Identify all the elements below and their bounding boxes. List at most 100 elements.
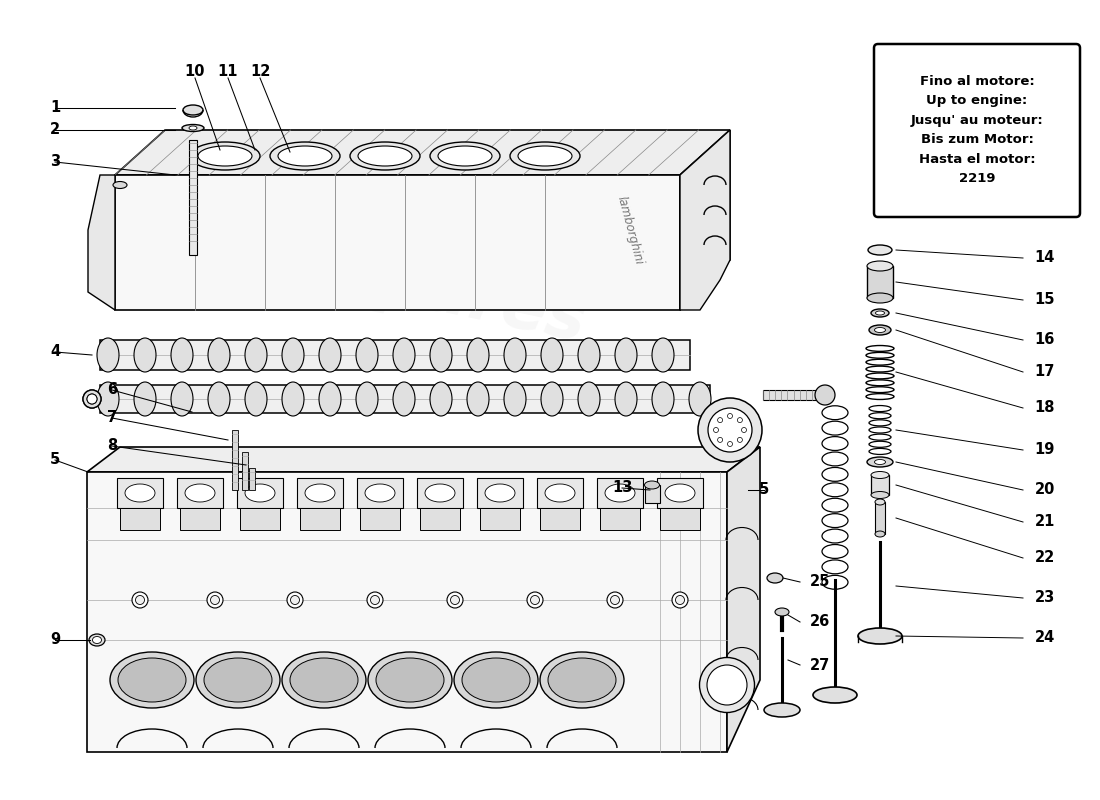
Text: eurospares: eurospares bbox=[167, 204, 593, 356]
Ellipse shape bbox=[451, 595, 460, 605]
Text: 19: 19 bbox=[1035, 442, 1055, 458]
Bar bbox=[236, 478, 283, 508]
Ellipse shape bbox=[425, 484, 455, 502]
Ellipse shape bbox=[541, 338, 563, 372]
Bar bbox=[242, 452, 248, 490]
Bar bbox=[177, 478, 223, 508]
Text: 4: 4 bbox=[50, 345, 60, 359]
Ellipse shape bbox=[868, 245, 892, 255]
Ellipse shape bbox=[208, 338, 230, 372]
Ellipse shape bbox=[468, 382, 490, 416]
Ellipse shape bbox=[652, 382, 674, 416]
Bar bbox=[763, 390, 818, 400]
Ellipse shape bbox=[290, 595, 299, 605]
Polygon shape bbox=[680, 130, 730, 310]
Ellipse shape bbox=[672, 592, 688, 608]
Ellipse shape bbox=[135, 595, 144, 605]
Bar bbox=[417, 478, 463, 508]
Ellipse shape bbox=[282, 382, 304, 416]
Ellipse shape bbox=[356, 382, 378, 416]
Polygon shape bbox=[116, 175, 680, 310]
Ellipse shape bbox=[358, 146, 412, 166]
Text: 14: 14 bbox=[1035, 250, 1055, 266]
Ellipse shape bbox=[544, 484, 575, 502]
Ellipse shape bbox=[82, 390, 101, 408]
Ellipse shape bbox=[578, 338, 600, 372]
Ellipse shape bbox=[813, 687, 857, 703]
Ellipse shape bbox=[615, 382, 637, 416]
Ellipse shape bbox=[110, 652, 194, 708]
Polygon shape bbox=[680, 130, 730, 310]
Ellipse shape bbox=[652, 338, 674, 372]
Bar bbox=[100, 340, 690, 370]
Ellipse shape bbox=[393, 338, 415, 372]
Bar bbox=[300, 508, 340, 530]
Ellipse shape bbox=[874, 499, 886, 505]
Bar bbox=[645, 485, 660, 503]
Bar bbox=[540, 508, 580, 530]
Ellipse shape bbox=[245, 338, 267, 372]
Ellipse shape bbox=[278, 146, 332, 166]
Ellipse shape bbox=[510, 142, 580, 170]
Ellipse shape bbox=[89, 634, 104, 646]
Bar bbox=[420, 508, 460, 530]
Ellipse shape bbox=[438, 146, 492, 166]
Text: 27: 27 bbox=[810, 658, 830, 673]
Ellipse shape bbox=[113, 182, 127, 189]
Bar bbox=[657, 478, 703, 508]
Ellipse shape bbox=[134, 382, 156, 416]
Text: 21: 21 bbox=[1035, 514, 1055, 530]
Text: 15: 15 bbox=[1035, 293, 1055, 307]
Text: 3: 3 bbox=[50, 154, 60, 170]
Ellipse shape bbox=[727, 414, 733, 418]
Ellipse shape bbox=[87, 394, 97, 404]
Ellipse shape bbox=[689, 382, 711, 416]
Ellipse shape bbox=[610, 595, 619, 605]
Ellipse shape bbox=[578, 382, 600, 416]
Ellipse shape bbox=[447, 592, 463, 608]
Bar bbox=[249, 468, 255, 490]
Text: 11: 11 bbox=[218, 65, 239, 79]
Ellipse shape bbox=[874, 459, 886, 465]
Ellipse shape bbox=[666, 484, 695, 502]
Ellipse shape bbox=[376, 658, 444, 702]
Ellipse shape bbox=[319, 382, 341, 416]
Text: eurospares: eurospares bbox=[207, 494, 632, 646]
Ellipse shape bbox=[708, 408, 752, 452]
Ellipse shape bbox=[727, 442, 733, 446]
Ellipse shape bbox=[454, 652, 538, 708]
Ellipse shape bbox=[700, 658, 755, 713]
Ellipse shape bbox=[350, 142, 420, 170]
Ellipse shape bbox=[87, 394, 97, 404]
Bar bbox=[180, 508, 220, 530]
Ellipse shape bbox=[871, 471, 889, 478]
Ellipse shape bbox=[462, 658, 530, 702]
Ellipse shape bbox=[371, 595, 380, 605]
Ellipse shape bbox=[874, 531, 886, 537]
Bar bbox=[867, 266, 893, 298]
Text: 1: 1 bbox=[50, 101, 60, 115]
Bar bbox=[120, 508, 160, 530]
Bar bbox=[358, 478, 403, 508]
Polygon shape bbox=[727, 447, 760, 752]
Bar bbox=[874, 502, 886, 534]
Bar bbox=[189, 140, 197, 255]
Ellipse shape bbox=[717, 418, 723, 422]
Bar bbox=[660, 508, 700, 530]
Ellipse shape bbox=[319, 338, 341, 372]
Ellipse shape bbox=[698, 398, 762, 462]
Text: 8: 8 bbox=[107, 438, 117, 454]
Bar bbox=[240, 508, 280, 530]
Ellipse shape bbox=[504, 338, 526, 372]
Ellipse shape bbox=[485, 484, 515, 502]
Text: 17: 17 bbox=[1035, 365, 1055, 379]
Ellipse shape bbox=[430, 382, 452, 416]
Polygon shape bbox=[116, 130, 730, 175]
Ellipse shape bbox=[504, 382, 526, 416]
Text: 22: 22 bbox=[1035, 550, 1055, 566]
Ellipse shape bbox=[208, 382, 230, 416]
Text: 24: 24 bbox=[1035, 630, 1055, 646]
Ellipse shape bbox=[393, 382, 415, 416]
Text: 16: 16 bbox=[1035, 333, 1055, 347]
Ellipse shape bbox=[210, 595, 220, 605]
